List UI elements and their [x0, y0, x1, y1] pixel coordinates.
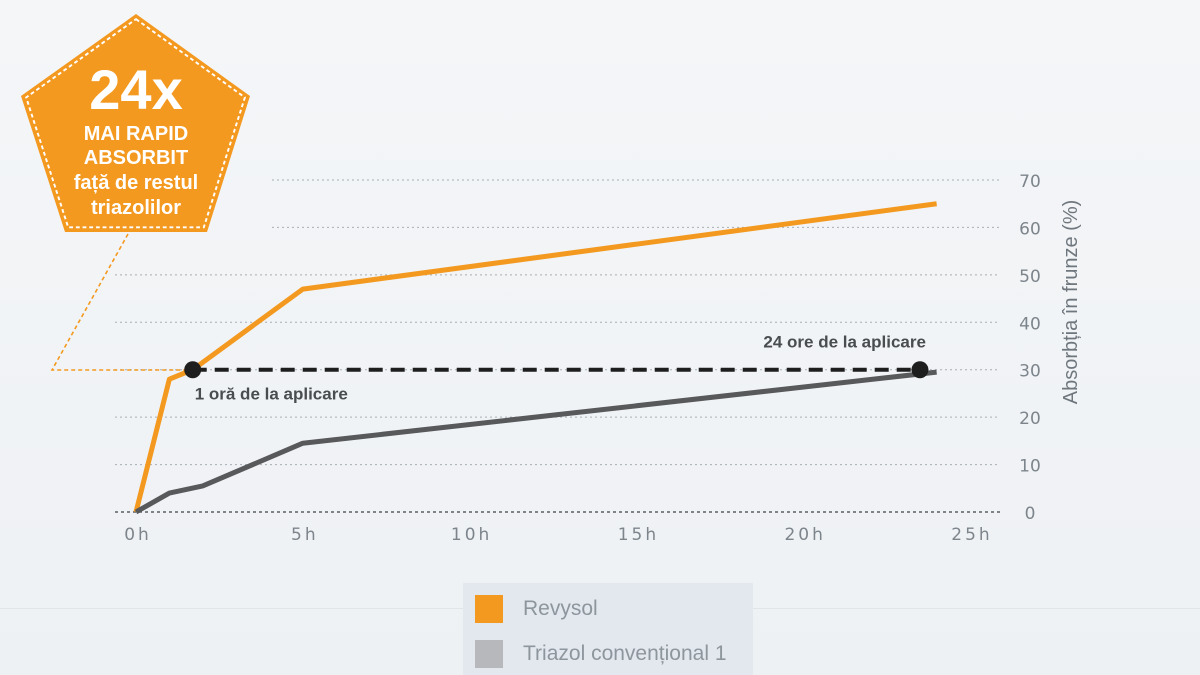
- x-tick-label-0h: 0h: [124, 525, 152, 545]
- badge-multiplier: 24x: [89, 58, 182, 121]
- y-tick-label-20: 20: [1019, 409, 1041, 429]
- legend-item-conventional: Triazol convențional 1: [475, 638, 727, 670]
- badge-line-4: triazolilor: [91, 197, 181, 219]
- legend-swatch-revysol: [475, 595, 503, 623]
- badge-callout: [50, 233, 193, 371]
- y-tick-label-10: 10: [1019, 457, 1041, 477]
- x-tick-label-5h: 5h: [291, 525, 319, 545]
- legend: Revysol Triazol convențional 1: [463, 583, 753, 675]
- legend-swatch-conventional: [475, 640, 503, 668]
- y-tick-label-30: 30: [1019, 362, 1041, 382]
- badge-line-3: față de restul: [74, 172, 198, 194]
- legend-label-revysol: Revysol: [523, 597, 598, 620]
- legend-item-revysol: Revysol: [475, 593, 598, 625]
- y-tick-label-0: 0: [1025, 504, 1036, 524]
- y-tick-label-40: 40: [1019, 314, 1041, 334]
- series-lines: [133, 201, 937, 515]
- marker-point-2: [911, 361, 929, 379]
- badge-pentagon: [21, 14, 250, 232]
- x-tick-label-10h: 10h: [451, 525, 492, 545]
- grid-lines: [115, 179, 1000, 513]
- badge-callout-line: [50, 233, 193, 371]
- y-axis-label: Absorbția în frunze (%): [1060, 200, 1082, 405]
- badge-line-2: ABSORBIT: [84, 147, 188, 169]
- marker-point-1: [184, 361, 202, 379]
- badge-dashed-border: [25, 17, 246, 229]
- y-tick-label-60: 60: [1019, 219, 1041, 239]
- annotation-1-hour: 1 oră de la aplicare: [195, 385, 348, 404]
- series-line-conventional: [134, 369, 937, 515]
- annotation-24-hours: 24 ore de la aplicare: [763, 333, 926, 352]
- badge-line-1: MAI RAPID: [84, 123, 188, 145]
- x-tick-label-15h: 15h: [618, 525, 659, 545]
- tick-labels: 0 10 20 30 40 50 60 70 0h 5h 10h 15h 20h 25h: [124, 172, 1041, 545]
- legend-label-conventional: Triazol convențional 1: [523, 642, 727, 665]
- y-tick-label-70: 70: [1019, 172, 1041, 192]
- x-tick-label-25h: 25h: [951, 525, 992, 545]
- badge: 24x MAI RAPID ABSORBIT față de restul tr…: [21, 14, 250, 232]
- x-tick-label-20h: 20h: [784, 525, 825, 545]
- y-tick-label-50: 50: [1019, 267, 1041, 287]
- reference-layer: [184, 361, 929, 379]
